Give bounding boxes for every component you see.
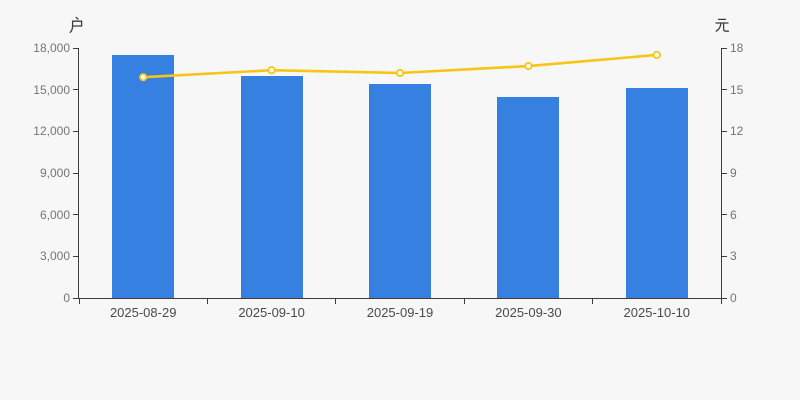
left-axis-tick: [73, 297, 78, 299]
left-axis-tick-label: 15,000: [33, 82, 70, 97]
left-axis-tick: [73, 255, 78, 257]
right-axis-tick-label: 18: [730, 41, 744, 55]
right-axis-unit-yuan-icon: [715, 18, 730, 32]
x-axis-category-label: 2025-10-10: [623, 305, 691, 320]
left-y-axis-line: [78, 48, 79, 298]
right-axis-tick-label: 3: [730, 249, 737, 264]
right-axis-tick: [722, 130, 727, 132]
left-axis-tick-label: 9,000: [39, 166, 70, 180]
x-axis-tick: [592, 299, 594, 304]
right-axis-tick-label: 12: [730, 124, 744, 139]
shareholder-count-bar: [625, 88, 688, 298]
right-axis-tick: [722, 214, 727, 216]
right-axis-tick: [722, 255, 727, 257]
x-axis-tick: [463, 299, 465, 304]
price-line-marker: [395, 68, 405, 78]
price-line-marker: [652, 50, 661, 60]
left-axis-tick-label: 3,000: [39, 249, 70, 264]
left-axis-tick: [73, 89, 78, 91]
shareholder-count-bar: [112, 54, 175, 298]
x-axis-tick: [206, 299, 208, 304]
left-axis-tick-label: 6,000: [39, 207, 70, 222]
right-axis-tick: [722, 297, 727, 299]
right-axis-tick-label: 9: [730, 166, 737, 180]
left-axis-tick-label: 18,000: [33, 41, 70, 55]
shareholder-count-bar: [369, 84, 431, 298]
price-line-marker: [267, 66, 276, 75]
x-axis-tick: [335, 299, 337, 304]
left-axis-tick: [73, 47, 78, 49]
right-axis-tick-label: 6: [730, 207, 737, 222]
price-line-marker: [524, 61, 533, 71]
x-axis-tick: [720, 299, 722, 304]
right-axis-tick: [722, 47, 727, 49]
left-axis-tick: [73, 172, 78, 174]
x-axis-category-label: 2025-08-29: [109, 305, 177, 320]
right-axis-tick: [722, 172, 727, 174]
left-axis-tick: [73, 214, 78, 216]
price-line: [143, 53, 657, 79]
x-axis-category-label: 2025-09-10: [238, 305, 305, 320]
right-axis-tick: [722, 89, 727, 91]
shareholder-count-bar: [497, 96, 560, 298]
shareholder-count-bar: [240, 75, 303, 298]
x-axis-line: [78, 298, 722, 299]
right-y-axis-line: [721, 48, 722, 298]
x-axis-category-label: 2025-09-30: [495, 305, 562, 320]
right-axis-tick-label: 15: [730, 82, 744, 97]
right-axis-tick-label: 0: [730, 291, 737, 305]
left-axis-tick-label: 0: [63, 291, 70, 305]
left-axis-tick: [73, 130, 78, 132]
x-axis-tick: [78, 299, 80, 304]
left-axis-unit-hu-icon: [69, 16, 83, 33]
left-axis-tick-label: 12,000: [33, 124, 70, 139]
x-axis-category-label: 2025-09-19: [366, 305, 434, 320]
